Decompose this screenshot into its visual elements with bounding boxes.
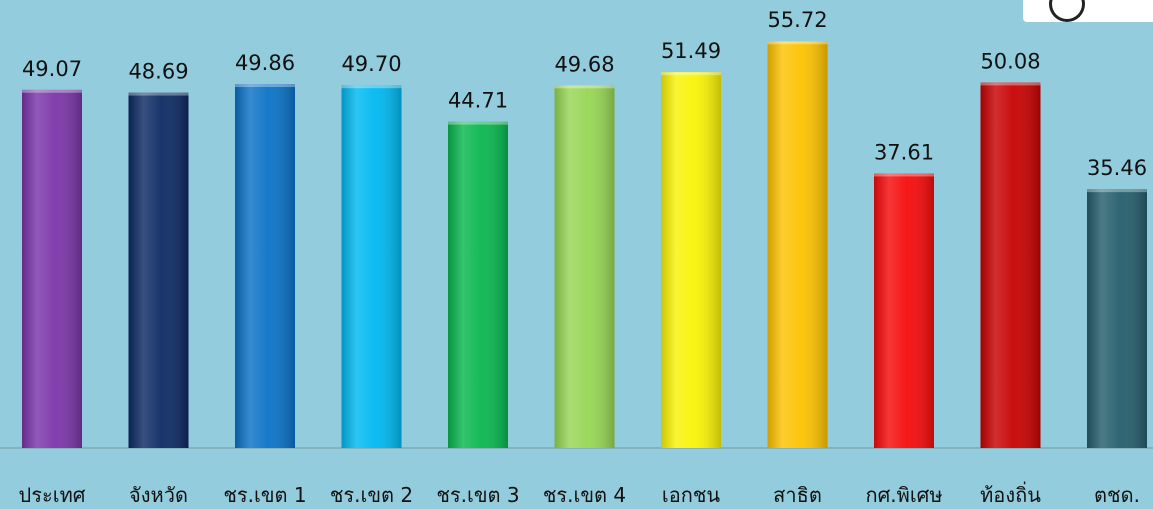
bar-group bbox=[128, 92, 189, 449]
bar-gloss bbox=[448, 121, 508, 448]
data-label: 49.86 bbox=[235, 51, 295, 75]
bar-group bbox=[980, 82, 1041, 448]
category-label: ชร.เขต 3 bbox=[436, 483, 519, 507]
logo-badge bbox=[1023, 0, 1153, 22]
bar-cap bbox=[1087, 189, 1147, 193]
bar-gloss bbox=[235, 84, 295, 448]
data-label: 49.07 bbox=[22, 57, 82, 81]
bar-cap bbox=[22, 89, 82, 93]
bar-cap bbox=[554, 85, 615, 89]
category-label: เอกชน bbox=[662, 483, 721, 507]
category-label: ชร.เขต 1 bbox=[223, 483, 306, 507]
bar-gloss bbox=[128, 92, 189, 449]
bar-group bbox=[874, 173, 934, 448]
bar-gloss bbox=[661, 72, 721, 449]
bar-cap bbox=[235, 84, 295, 88]
category-label: สาธิต bbox=[773, 483, 822, 507]
bar-cap bbox=[661, 72, 721, 76]
bar-cap bbox=[980, 82, 1041, 86]
data-label: 37.61 bbox=[874, 140, 934, 164]
bar-gloss bbox=[554, 85, 615, 448]
bar-gloss bbox=[874, 173, 934, 448]
data-label: 49.70 bbox=[341, 52, 401, 76]
data-label: 55.72 bbox=[767, 8, 827, 32]
bar-group bbox=[1087, 189, 1147, 448]
bar-gloss bbox=[1087, 189, 1147, 448]
bar-gloss bbox=[767, 41, 828, 449]
bar-cap bbox=[448, 121, 508, 125]
category-label: ชร.เขต 2 bbox=[330, 483, 413, 507]
bar-group bbox=[554, 85, 615, 448]
bar-group bbox=[767, 41, 828, 449]
bar-cap bbox=[874, 173, 934, 177]
category-label: ประเทศ bbox=[19, 483, 86, 507]
data-label: 35.46 bbox=[1087, 156, 1147, 180]
data-label: 48.69 bbox=[128, 60, 188, 84]
bar-cap bbox=[767, 41, 828, 45]
bar-group bbox=[22, 89, 82, 448]
data-label: 49.68 bbox=[554, 52, 614, 76]
bar-gloss bbox=[980, 82, 1041, 448]
bar-group bbox=[661, 72, 721, 449]
data-label: 50.08 bbox=[980, 49, 1040, 73]
bar-gloss bbox=[341, 85, 402, 448]
category-label: จังหวัด bbox=[129, 483, 188, 507]
category-label: ชร.เขต 4 bbox=[543, 483, 626, 507]
category-label: กศ.พิเศษ bbox=[865, 483, 942, 507]
category-label: ตชด. bbox=[1094, 483, 1140, 507]
data-label: 44.71 bbox=[448, 89, 508, 113]
bar-cap bbox=[128, 92, 189, 96]
bar-group bbox=[341, 85, 402, 448]
category-label: ท้องถิ่น bbox=[980, 481, 1041, 507]
bar-gloss bbox=[22, 89, 82, 448]
bar-group bbox=[448, 121, 508, 448]
bar-group bbox=[235, 84, 295, 448]
bar-cap bbox=[341, 85, 402, 89]
data-label: 51.49 bbox=[661, 39, 721, 63]
